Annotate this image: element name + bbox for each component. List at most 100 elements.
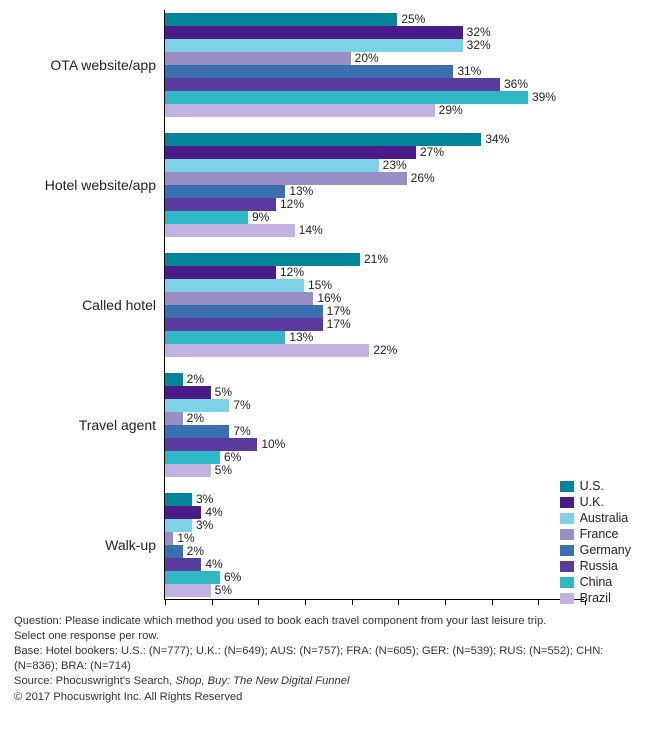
legend-label: U.K. bbox=[580, 495, 604, 509]
bar-value-label: 7% bbox=[233, 425, 250, 438]
chart-footer: Question: Please indicate which method y… bbox=[14, 614, 635, 705]
axis-tick bbox=[398, 600, 399, 605]
bar-value-label: 5% bbox=[215, 464, 232, 477]
footer-question: Question: Please indicate which method y… bbox=[14, 614, 635, 629]
legend-item: France bbox=[560, 526, 631, 542]
bar bbox=[164, 344, 369, 357]
bar-value-label: 23% bbox=[383, 159, 407, 172]
bar bbox=[164, 224, 295, 237]
bar-value-label: 31% bbox=[457, 65, 481, 78]
bar bbox=[164, 545, 183, 558]
bar-row: 6% bbox=[164, 451, 635, 464]
bar-value-label: 17% bbox=[327, 318, 351, 331]
footer-source-prefix: Source: Phocuswright's Search, bbox=[14, 675, 175, 687]
bar-row: 7% bbox=[164, 425, 635, 438]
bar bbox=[164, 65, 453, 78]
bar-value-label: 10% bbox=[261, 438, 285, 451]
bar bbox=[164, 493, 192, 506]
category-label: Walk-up bbox=[14, 490, 164, 600]
chart-group: Travel agent2%5%7%2%7%10%6%5% bbox=[14, 370, 635, 480]
chart-group: OTA website/app25%32%32%20%31%36%39%29% bbox=[14, 10, 635, 120]
bar bbox=[164, 39, 463, 52]
legend-swatch bbox=[560, 577, 574, 588]
bar-row: 32% bbox=[164, 26, 635, 39]
bar-value-label: 25% bbox=[401, 13, 425, 26]
legend-label: China bbox=[580, 575, 613, 589]
bar-value-label: 27% bbox=[420, 146, 444, 159]
bar-row: 25% bbox=[164, 13, 635, 26]
legend-label: Germany bbox=[580, 543, 631, 557]
bar-value-label: 2% bbox=[187, 545, 204, 558]
bar-value-label: 9% bbox=[252, 211, 269, 224]
chart-group: Called hotel21%12%15%16%17%17%13%22% bbox=[14, 250, 635, 360]
bar bbox=[164, 13, 397, 26]
bar-row: 12% bbox=[164, 198, 635, 211]
bar-row: 13% bbox=[164, 331, 635, 344]
bar-value-label: 29% bbox=[439, 104, 463, 117]
legend-item: Australia bbox=[560, 510, 631, 526]
bar bbox=[164, 78, 500, 91]
bar bbox=[164, 584, 211, 597]
legend-label: U.S. bbox=[580, 479, 604, 493]
axis-tick bbox=[352, 600, 353, 605]
chart-axis bbox=[164, 10, 165, 600]
category-label: Travel agent bbox=[14, 370, 164, 480]
category-label: OTA website/app bbox=[14, 10, 164, 120]
bar bbox=[164, 571, 220, 584]
bar-value-label: 36% bbox=[504, 78, 528, 91]
legend-item: U.S. bbox=[560, 478, 631, 494]
legend-swatch bbox=[560, 497, 574, 508]
bar-row: 32% bbox=[164, 39, 635, 52]
bar-value-label: 12% bbox=[280, 266, 304, 279]
axis-tick bbox=[445, 600, 446, 605]
bar bbox=[164, 464, 211, 477]
bar-row: 31% bbox=[164, 65, 635, 78]
bar-value-label: 34% bbox=[485, 133, 509, 146]
legend-swatch bbox=[560, 545, 574, 556]
category-label: Hotel website/app bbox=[14, 130, 164, 240]
footer-base: Base: Hotel bookers: U.S.: (N=777); U.K.… bbox=[14, 644, 635, 674]
bar-row: 17% bbox=[164, 318, 635, 331]
bar-row: 15% bbox=[164, 279, 635, 292]
legend-swatch bbox=[560, 529, 574, 540]
footer-source: Source: Phocuswright's Search, Shop, Buy… bbox=[14, 674, 635, 689]
chart-group: Walk-up3%4%3%1%2%4%6%5% bbox=[14, 490, 635, 600]
bar bbox=[164, 52, 351, 65]
bar bbox=[164, 266, 276, 279]
bar-value-label: 14% bbox=[299, 224, 323, 237]
bar-value-label: 26% bbox=[411, 172, 435, 185]
bar bbox=[164, 185, 285, 198]
axis-tick bbox=[305, 600, 306, 605]
bar-row: 2% bbox=[164, 373, 635, 386]
bar bbox=[164, 558, 201, 571]
bar-value-label: 20% bbox=[355, 52, 379, 65]
bar-value-label: 3% bbox=[196, 519, 213, 532]
bar-row: 7% bbox=[164, 399, 635, 412]
bar-row: 20% bbox=[164, 52, 635, 65]
legend-item: China bbox=[560, 574, 631, 590]
category-label: Called hotel bbox=[14, 250, 164, 360]
bar-row: 23% bbox=[164, 159, 635, 172]
footer-source-title: Shop, Buy: The New Digital Funnel bbox=[175, 675, 349, 687]
bar-stack: 2%5%7%2%7%10%6%5% bbox=[164, 370, 635, 480]
bar-value-label: 2% bbox=[187, 373, 204, 386]
legend-item: Germany bbox=[560, 542, 631, 558]
bar-value-label: 22% bbox=[373, 344, 397, 357]
bar-stack: 34%27%23%26%13%12%9%14% bbox=[164, 130, 635, 240]
axis-tick bbox=[165, 600, 166, 605]
bar bbox=[164, 331, 285, 344]
bar-stack: 21%12%15%16%17%17%13%22% bbox=[164, 250, 635, 360]
bar bbox=[164, 425, 229, 438]
axis-tick bbox=[212, 600, 213, 605]
bar bbox=[164, 373, 183, 386]
bar bbox=[164, 412, 183, 425]
bar-value-label: 2% bbox=[187, 412, 204, 425]
bar bbox=[164, 104, 435, 117]
legend-swatch bbox=[560, 513, 574, 524]
bar-row: 26% bbox=[164, 172, 635, 185]
bar-value-label: 13% bbox=[289, 331, 313, 344]
bar-value-label: 12% bbox=[280, 198, 304, 211]
bar bbox=[164, 386, 211, 399]
legend-label: France bbox=[580, 527, 619, 541]
bar bbox=[164, 451, 220, 464]
